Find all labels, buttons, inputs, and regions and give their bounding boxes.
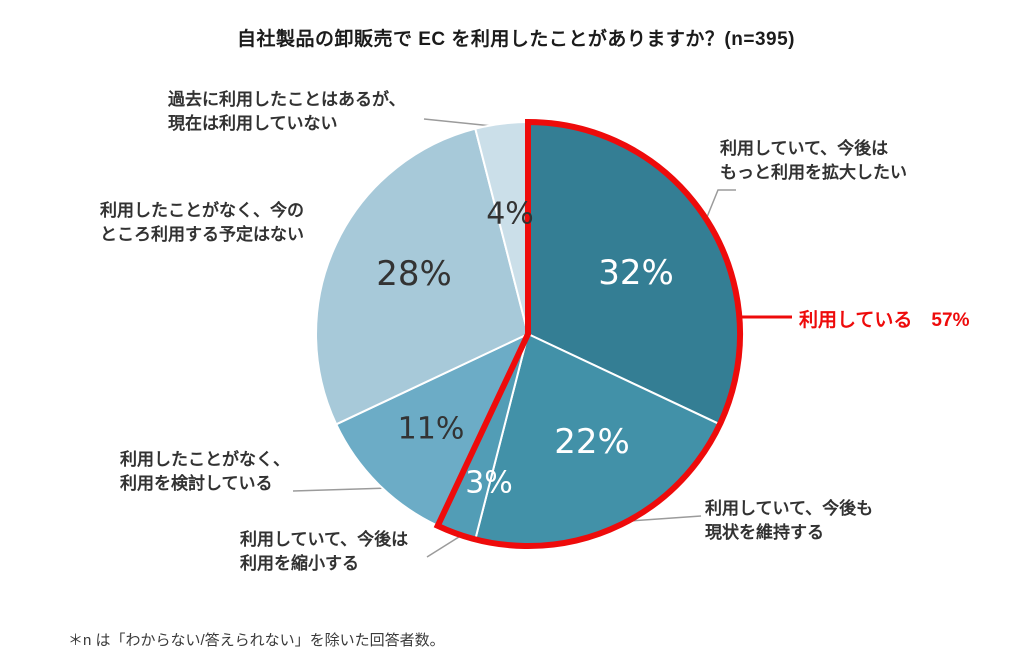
- callout-past-user: 過去に利用したことはあるが、 現在は利用していない: [168, 88, 406, 136]
- leader-line-maintain: [629, 515, 702, 522]
- callout-considering-line1: 利用したことがなく、: [120, 450, 290, 469]
- slice-value-labels: 32% 22% 3%11% 28% 4%: [376, 197, 674, 501]
- chart-title: 自社製品の卸販売で EC を利用したことがありますか？(n=395): [236, 29, 795, 50]
- slice-value-label-3: 11%: [398, 412, 465, 447]
- slice-value-label-5: 4%: [486, 197, 534, 232]
- callout-considering: 利用したことがなく、 利用を検討している: [120, 448, 290, 496]
- pie-slice-3: [335, 333, 529, 527]
- slice-value-label-1: 22%: [554, 422, 630, 462]
- callout-no-plan-line1: 利用したことがなく、今の: [100, 201, 304, 220]
- callout-past-user-line2: 現在は利用していない: [168, 114, 338, 133]
- highlight-outline: [433, 118, 743, 549]
- slice-value-label-4: 28%: [376, 254, 452, 294]
- callout-past-user-line1: 過去に利用したことはあるが、: [168, 90, 406, 109]
- callout-expand-line2: もっと利用を拡大したい: [720, 163, 907, 182]
- slice-value-label-2: 3%: [465, 466, 513, 501]
- callout-expand-line1: 利用していて、今後は: [720, 139, 889, 158]
- callout-shrink: 利用していて、今後は 利用を縮小する: [240, 528, 408, 576]
- callout-maintain: 利用していて、今後も 現状を維持する: [705, 497, 873, 545]
- highlight-outline-path: [433, 118, 743, 549]
- pie-slice-4: [315, 127, 529, 426]
- footnote: ＊n は「わからない/答えられない」を除いた回答者数。: [68, 632, 445, 649]
- leader-line-expand: [704, 189, 736, 223]
- callout-expand: 利用していて、今後は もっと利用を拡大したい: [720, 137, 907, 185]
- callout-maintain-line1: 利用していて、今後も: [705, 499, 874, 518]
- callout-no-plan-line2: ところ利用する予定はない: [100, 225, 304, 244]
- callout-considering-line2: 利用を検討している: [120, 474, 273, 493]
- callout-shrink-line1: 利用していて、今後は: [240, 530, 409, 549]
- callout-maintain-line2: 現状を維持する: [705, 523, 824, 542]
- slice-value-label-0: 32%: [598, 253, 674, 293]
- using-total-label: 利用している 57%: [799, 310, 970, 331]
- callout-no-plan: 利用したことがなく、今の ところ利用する予定はない: [100, 199, 304, 247]
- callout-shrink-line2: 利用を縮小する: [240, 554, 359, 573]
